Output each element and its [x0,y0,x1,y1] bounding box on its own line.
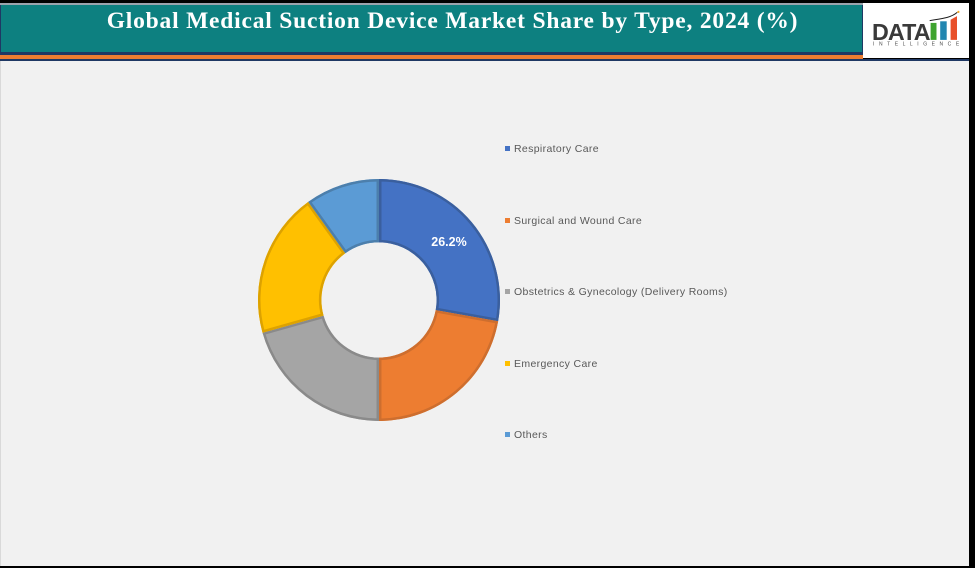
svg-text:DATA: DATA [872,19,931,45]
svg-text:INTELLIGENCE: INTELLIGENCE [873,41,964,47]
